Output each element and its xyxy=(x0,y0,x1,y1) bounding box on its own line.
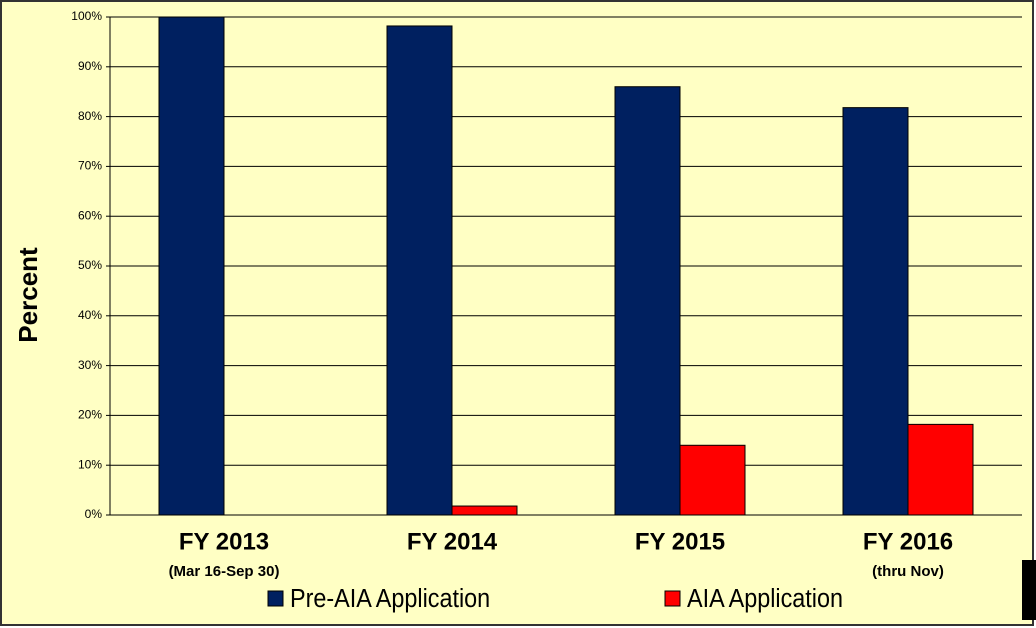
bar xyxy=(158,16,225,516)
y-tick-label: 60% xyxy=(78,208,102,222)
bar xyxy=(451,505,518,516)
y-tick-label: 90% xyxy=(78,59,102,73)
y-tick-label: 50% xyxy=(78,258,102,272)
bar xyxy=(386,25,453,516)
legend-label: AIA Application xyxy=(687,585,843,613)
y-tick-label: 100% xyxy=(71,9,102,23)
y-tick-label: 0% xyxy=(85,507,103,521)
y-axis-label: Percent xyxy=(13,247,43,343)
bar xyxy=(907,423,974,516)
bar xyxy=(679,444,746,516)
x-tick-note: (thru Nov) xyxy=(872,563,944,580)
legend-swatch xyxy=(664,590,681,607)
x-tick-label: FY 2014 xyxy=(407,528,498,555)
y-tick-label: 40% xyxy=(78,308,102,322)
y-tick-label: 10% xyxy=(78,457,102,471)
bar xyxy=(842,107,909,516)
x-tick-label: FY 2016 xyxy=(863,528,953,555)
legend-label: Pre-AIA Application xyxy=(290,585,490,613)
bar xyxy=(614,86,681,516)
x-tick-label: FY 2015 xyxy=(635,528,725,555)
y-tick-label: 30% xyxy=(78,358,102,372)
x-tick-note: (Mar 16-Sep 30) xyxy=(169,563,280,580)
y-tick-label: 70% xyxy=(78,159,102,173)
legend-swatch xyxy=(267,590,284,607)
x-tick-label: FY 2013 xyxy=(179,528,269,555)
corner-block xyxy=(1022,560,1036,620)
y-tick-label: 80% xyxy=(78,109,102,123)
y-tick-label: 20% xyxy=(78,408,102,422)
